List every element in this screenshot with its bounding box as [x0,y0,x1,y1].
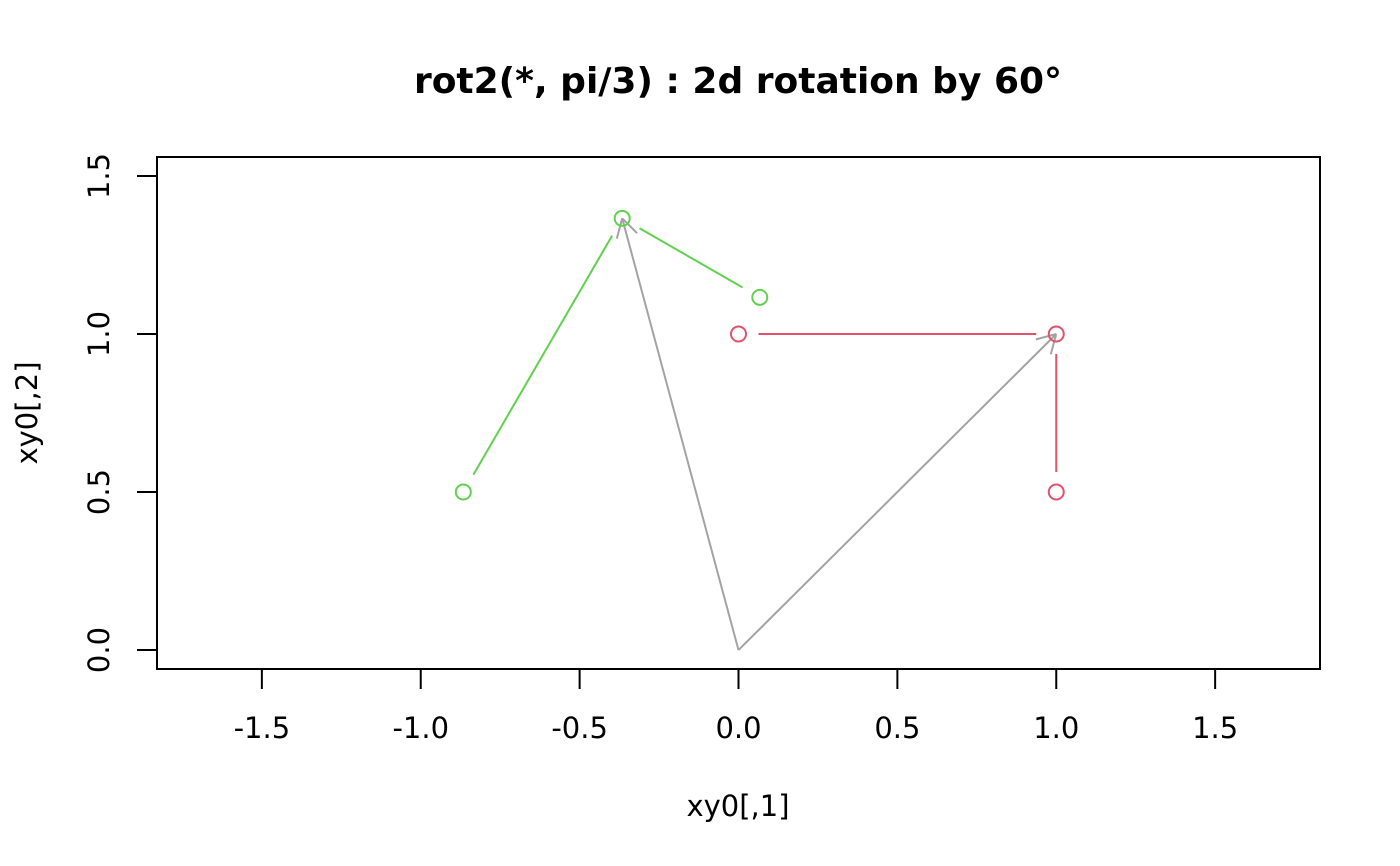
y-axis: 0.0 0.5 1.0 1.5 [82,153,158,673]
x-tick-label: -1.5 [234,711,291,745]
vector-arrow-head [615,218,624,239]
x-axis-label: xy0[,1] [686,789,789,823]
rotated-point [751,288,769,306]
plot-marks [454,209,1065,651]
plot-frame [156,156,1321,670]
vector-arrow-head [1049,333,1058,355]
x-tick-label: 0.0 [715,711,761,745]
x-tick-label: 0.5 [874,711,920,745]
vector-arrow-head [621,217,638,234]
vector-arrow-head [1035,333,1057,341]
rotated-point [454,483,472,501]
rotated-point [613,209,631,227]
original-point [1047,325,1065,343]
x-tick-label: -0.5 [551,711,608,745]
rotated-segment [639,227,743,289]
vector-arrow-shaft [737,333,1057,651]
original-point [1047,483,1065,501]
y-tick-label: 1.0 [82,311,116,357]
vector-arrow-shaft [621,218,740,651]
y-tick-label: 1.5 [82,153,116,199]
x-tick-label: 1.5 [1192,711,1238,745]
rotated-segment [472,235,614,476]
x-tick-label: -1.0 [392,711,449,745]
y-tick-label: 0.0 [82,627,116,673]
y-axis-label: xy0[,2] [10,361,44,464]
x-axis: -1.5 -1.0 -0.5 0.0 0.5 1.0 1.5 [234,668,1238,745]
x-tick-label: 1.0 [1033,711,1079,745]
y-tick-label: 0.5 [82,469,116,515]
original-point [730,325,747,343]
chart-title: rot2(*, pi/3) : 2d rotation by 60° [414,61,1062,102]
